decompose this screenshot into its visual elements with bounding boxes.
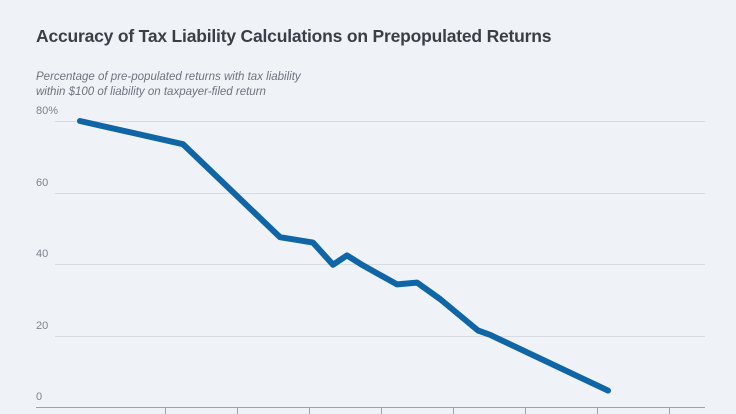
y-tick-label: 80% [36,105,59,117]
chart-title: Accuracy of Tax Liability Calculations o… [36,26,552,46]
x-axis-line [36,407,705,408]
x-tick [597,408,598,414]
y-gridline [55,264,705,265]
x-tick [669,408,670,414]
y-gridline [55,121,705,122]
chart-subtitle-line: within $100 of liability on taxpayer-fil… [36,86,266,98]
accuracy-line-series [77,118,611,394]
chart-subtitle: Percentage of pre-populated returns with… [36,70,301,100]
x-tick [165,408,166,414]
y-gridline [55,192,705,194]
y-tick-label: 0 [36,391,43,403]
y-tick-label: 40 [36,248,49,260]
x-tick [381,408,382,414]
y-gridline [55,335,705,337]
x-tick [309,408,310,414]
x-tick [525,408,526,414]
y-tick-label: 60 [36,176,49,189]
y-tick-label: 20 [36,319,49,332]
x-tick [453,408,454,414]
chart-subtitle-line: Percentage of pre-populated returns with… [36,71,301,83]
x-tick [237,408,238,414]
